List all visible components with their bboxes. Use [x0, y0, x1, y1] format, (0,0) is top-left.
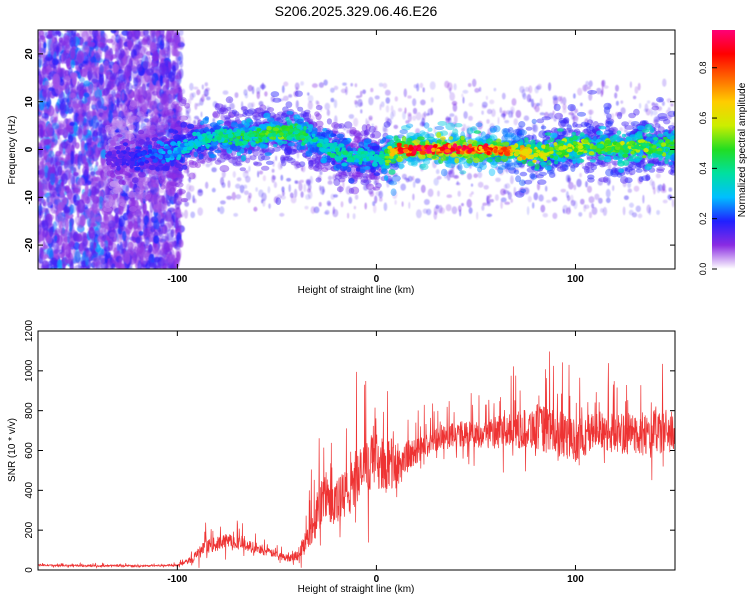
spectrogram-ytick-label: 10 — [24, 96, 35, 108]
spectrogram-xtick-label: -100 — [167, 274, 187, 285]
spectrogram-xtick-label: 0 — [374, 274, 380, 285]
snr-ytick-label: 200 — [24, 521, 35, 538]
spectrogram-ytick-label: 0 — [24, 146, 35, 152]
colorbar-tick-label: 0.4 — [698, 162, 708, 175]
colorbar-tick-label: 0.2 — [698, 212, 708, 225]
colorbar-tick-label: 0.8 — [698, 61, 708, 74]
spectrogram-ylabel: Frequency (Hz) — [7, 116, 18, 185]
colorbar-tick-label: 0.0 — [698, 263, 708, 276]
spectrogram-xtick-label: 100 — [567, 274, 584, 285]
colorbar: 0.0 0.2 0.4 0.6 0.8 Normalized spectral ampl… — [698, 30, 748, 275]
spectrogram-xlabel: Height of straight line (km) — [298, 285, 415, 296]
snr-xlabel: Height of straight line (km) — [298, 584, 415, 595]
figure-title: S206.2025.329.06.46.E26 — [275, 3, 438, 19]
snr-ytick-label: 400 — [24, 482, 35, 499]
snr-ytick-label: 0 — [24, 567, 35, 573]
snr-ytick-label: 1000 — [24, 359, 35, 382]
colorbar-gradient — [712, 30, 735, 269]
spectrogram-ytick-label: -10 — [24, 190, 35, 205]
spectrogram-ytick-label: 20 — [24, 48, 35, 60]
snr-xtick-label: -100 — [167, 574, 187, 585]
snr-ytick-label: 600 — [24, 442, 35, 459]
snr-ytick-label: 1200 — [24, 319, 35, 342]
spectrogram-ytick-label: -20 — [24, 237, 35, 252]
colorbar-label: Normalized spectral amplitude — [737, 82, 748, 217]
snr-ytick-label: 800 — [24, 402, 35, 419]
colorbar-tick-label: 0.6 — [698, 112, 708, 125]
snr-xtick-label: 100 — [567, 574, 584, 585]
snr-ylabel: SNR (10 * v/v) — [7, 418, 18, 482]
